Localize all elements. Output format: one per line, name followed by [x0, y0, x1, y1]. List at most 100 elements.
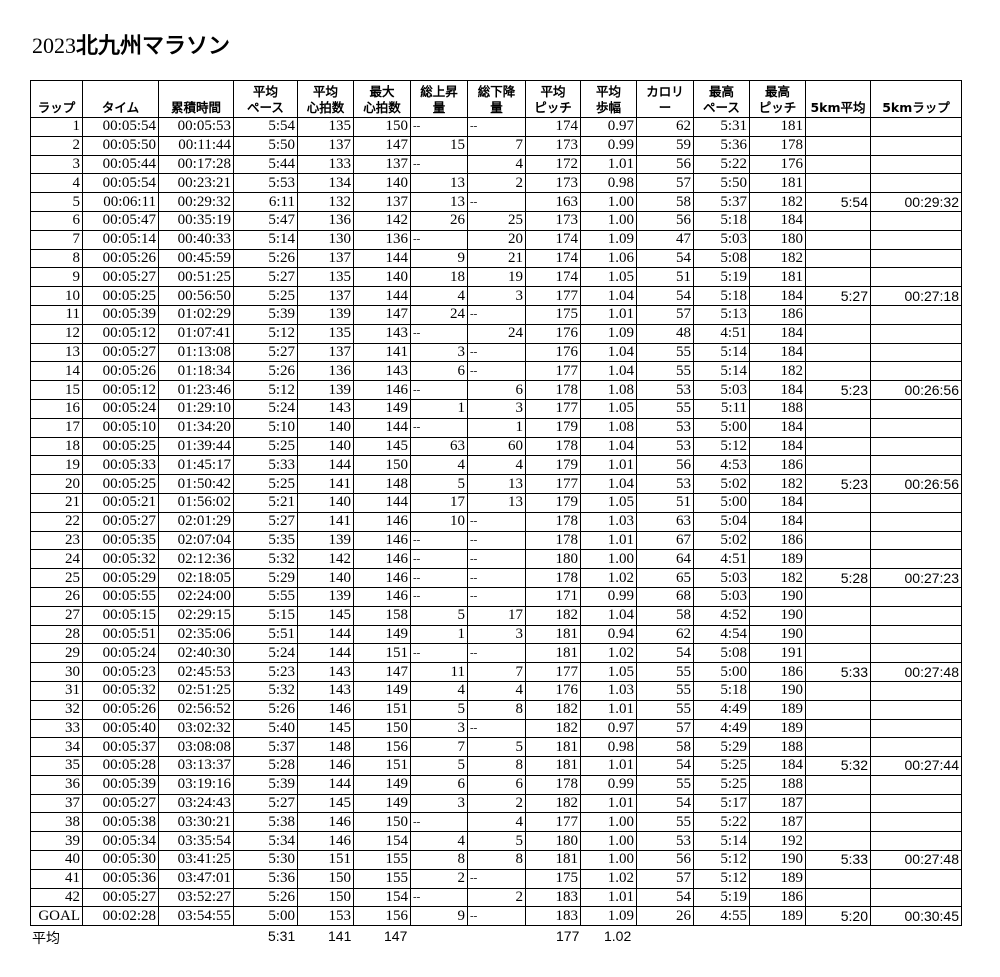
cell-max-hr: 147	[353, 135, 411, 156]
cell-avg-hr: 141	[297, 511, 354, 532]
cell-descent: 21	[467, 248, 526, 269]
average-pace: 5:31	[268, 928, 296, 944]
table-row: 22 00:05:27 02:01:29 5:27 141 146 10 -- 178 1.03 6…	[30, 511, 962, 532]
cell-max-hr: 143	[353, 323, 411, 344]
header-line	[873, 84, 959, 100]
cell-max-pace: 5:14	[693, 342, 750, 363]
header-avg-pace: 平均 ペース	[233, 80, 298, 118]
cell-5km-avg	[805, 868, 871, 889]
header-line	[808, 84, 868, 100]
cell-cumulative-time: 02:56:52	[158, 699, 234, 720]
cell-5km-lap	[870, 135, 962, 156]
cell-avg-stride: 1.05	[580, 662, 637, 682]
cell-max-hr: 155	[353, 850, 411, 870]
cell-max-pace: 4:54	[693, 624, 750, 645]
cell-time: 00:05:27	[82, 342, 159, 363]
cell-max-hr: 140	[353, 267, 411, 288]
cell-max-pitch: 182	[749, 361, 806, 382]
cell-max-pitch: 184	[749, 511, 806, 532]
cell-avg-pace: 5:53	[233, 173, 298, 194]
cell-ascent: 1	[410, 398, 468, 419]
cell-descent: 19	[467, 267, 526, 288]
cell-avg-pitch: 173	[525, 173, 581, 194]
cell-avg-stride: 1.06	[580, 248, 637, 269]
cell-ascent: 3	[410, 793, 468, 814]
cell-calories: 53	[636, 474, 694, 494]
cell-descent: --	[467, 906, 526, 927]
cell-time: 00:05:40	[82, 718, 159, 739]
cell-max-pitch: 188	[749, 737, 806, 758]
cell-ascent: --	[410, 643, 468, 664]
cell-avg-pace: 5:35	[233, 530, 298, 551]
cell-avg-pace: 5:24	[233, 398, 298, 419]
cell-avg-pace: 5:50	[233, 135, 298, 156]
table-row: 2 00:05:50 00:11:44 5:50 137 147 15 7 173 0.99 59 5…	[30, 135, 962, 156]
cell-max-pitch: 184	[749, 417, 806, 438]
cell-calories: 53	[636, 436, 694, 457]
cell-avg-stride: 1.04	[580, 361, 637, 382]
cell-cumulative-time: 03:47:01	[158, 868, 234, 889]
cell-ascent: 2	[410, 868, 468, 889]
table-row: 12 00:05:12 01:07:41 5:12 135 143 -- 24 176 1.09 4…	[30, 323, 962, 344]
header-line: ピッチ	[758, 100, 797, 115]
cell-calories: 54	[636, 887, 694, 908]
table-row: 9 00:05:27 00:51:25 5:27 135 140 18 19 174 1.05 51…	[30, 267, 962, 288]
cell-avg-hr: 143	[297, 398, 354, 419]
cell-max-hr: 137	[353, 154, 411, 175]
cell-avg-stride: 0.98	[580, 173, 637, 194]
cell-max-pace: 4:51	[693, 549, 750, 570]
cell-ascent: 4	[410, 455, 468, 476]
cell-descent: --	[467, 192, 526, 212]
cell-max-pace: 5:04	[693, 511, 750, 532]
cell-ascent: 15	[410, 135, 468, 156]
cell-calories: 56	[636, 455, 694, 476]
header-line: 最高	[764, 84, 790, 99]
cell-lap: 30	[30, 662, 83, 682]
cell-cumulative-time: 02:45:53	[158, 662, 234, 682]
cell-descent: 7	[467, 135, 526, 156]
cell-ascent: 8	[410, 850, 468, 870]
table-row: 40 00:05:30 03:41:25 5:30 151 155 8 8 181 1.00 56 5…	[30, 850, 962, 870]
cell-time: 00:05:27	[82, 887, 159, 908]
cell-max-pitch: 190	[749, 850, 806, 870]
cell-max-pitch: 186	[749, 304, 806, 325]
table-row: 24 00:05:32 02:12:36 5:32 142 146 -- -- 180 1.00 6…	[30, 549, 962, 570]
cell-descent: 8	[467, 756, 526, 776]
cell-avg-stride: 1.05	[580, 398, 637, 419]
header-5km-lap: 5kmラップ	[870, 80, 962, 118]
cell-avg-hr: 145	[297, 605, 354, 626]
cell-max-pace: 5:12	[693, 868, 750, 889]
cell-max-hr: 146	[353, 380, 411, 400]
header-line: ペース	[247, 100, 284, 115]
cell-avg-pace: 5:15	[233, 605, 298, 626]
cell-max-pitch: 181	[749, 267, 806, 288]
header-line: 平均	[540, 84, 566, 99]
cell-avg-hr: 144	[297, 624, 354, 645]
cell-calories: 53	[636, 380, 694, 400]
cell-5km-avg	[805, 887, 871, 908]
header-line: 総下降	[477, 84, 516, 99]
cell-time: 00:05:55	[82, 586, 159, 607]
cell-max-pace: 4:49	[693, 718, 750, 739]
cell-cumulative-time: 03:24:43	[158, 793, 234, 814]
cell-calories: 54	[636, 248, 694, 269]
cell-time: 00:05:26	[82, 248, 159, 269]
cell-avg-pitch: 177	[525, 398, 581, 419]
cell-max-pace: 5:37	[693, 192, 750, 212]
table-row: 3 00:05:44 00:17:28 5:44 133 137 -- 4 172 1.01 56 5…	[30, 154, 962, 175]
cell-max-pace: 5:13	[693, 304, 750, 325]
cell-time: 00:05:26	[82, 361, 159, 382]
table-row: 11 00:05:39 01:02:29 5:39 139 147 24 -- 175 1.01 5…	[30, 304, 962, 325]
cell-5km-lap	[870, 154, 962, 175]
cell-time: 00:05:33	[82, 455, 159, 476]
cell-lap: 42	[30, 887, 83, 908]
cell-avg-stride: 1.08	[580, 380, 637, 400]
cell-5km-avg	[805, 831, 871, 852]
header-line	[85, 84, 156, 100]
cell-max-pitch: 182	[749, 474, 806, 494]
cell-avg-pitch: 183	[525, 887, 581, 908]
cell-ascent: 4	[410, 680, 468, 701]
table-row: 15 00:05:12 01:23:46 5:12 139 146 -- 6 178 1.08 53…	[30, 380, 962, 400]
cell-ascent: --	[410, 380, 468, 400]
table-row: 33 00:05:40 03:02:32 5:40 145 150 3 -- 182 0.97 57…	[30, 718, 962, 739]
